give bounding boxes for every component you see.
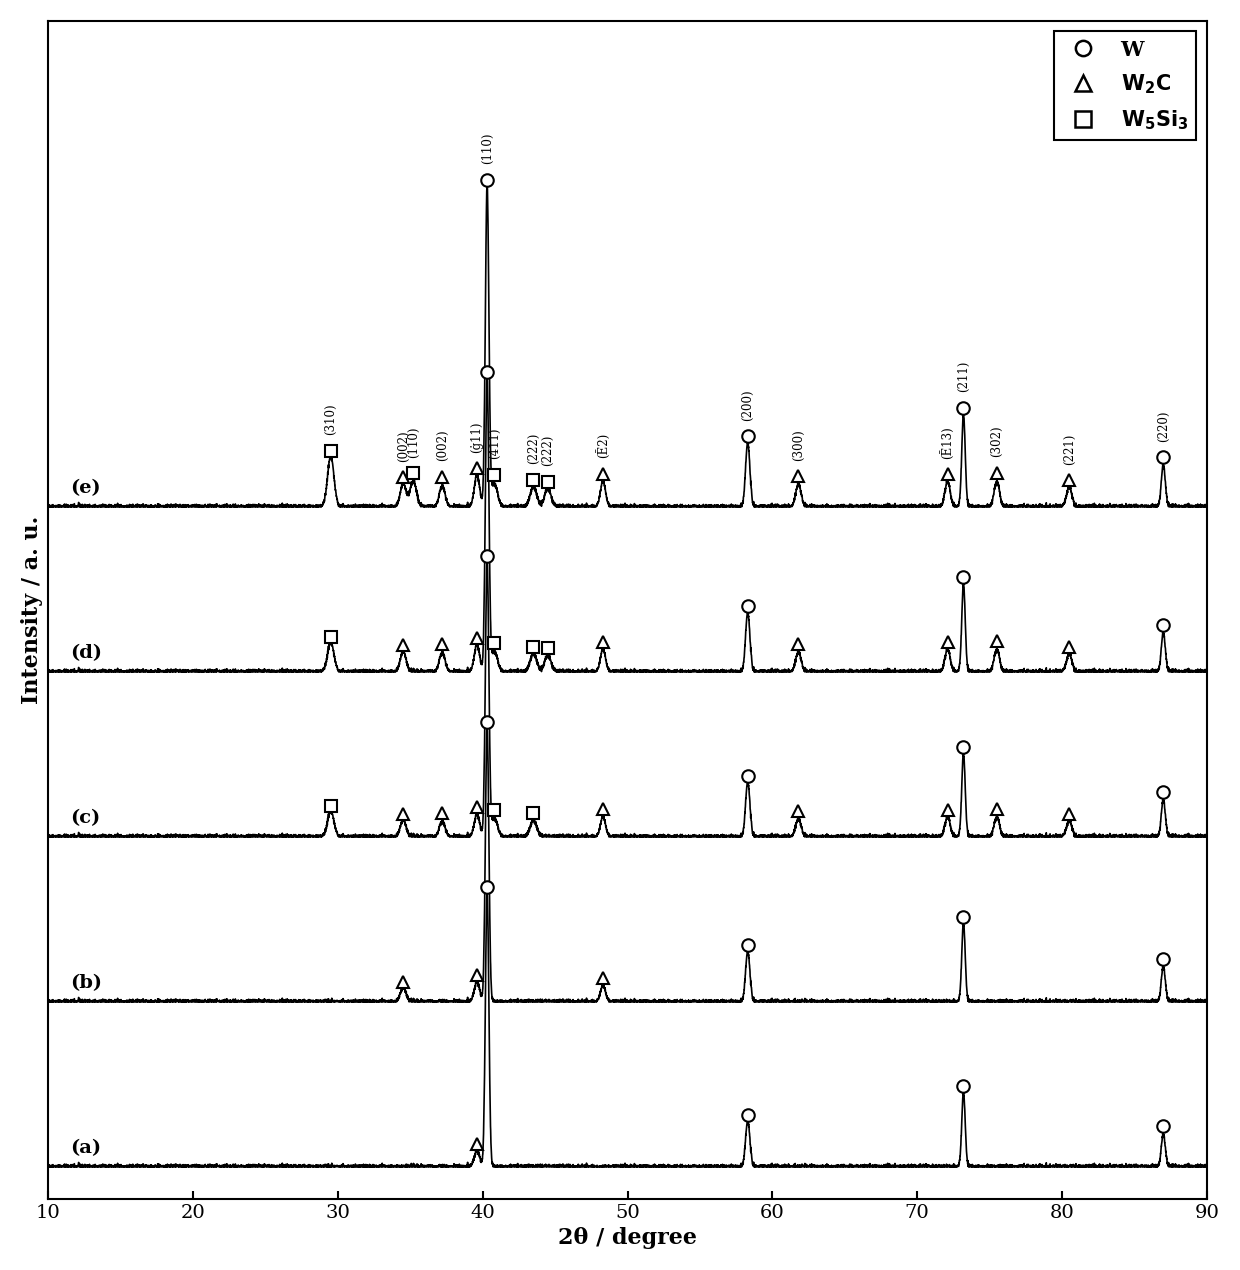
Text: (411): (411) [487, 428, 501, 460]
Text: (222): (222) [527, 433, 539, 464]
Legend: W, $\mathbf{W_2C}$, $\mathbf{W_5Si_3}$: W, $\mathbf{W_2C}$, $\mathbf{W_5Si_3}$ [1054, 32, 1197, 140]
Y-axis label: Intensity / a. u.: Intensity / a. u. [21, 516, 43, 704]
Text: (002): (002) [397, 431, 409, 462]
Text: (220): (220) [1157, 410, 1169, 442]
X-axis label: 2θ / degree: 2θ / degree [558, 1227, 697, 1250]
Text: (a): (a) [71, 1139, 102, 1157]
Text: (ġ11): (ġ11) [470, 422, 484, 452]
Text: (d): (d) [71, 644, 102, 663]
Text: (310): (310) [324, 404, 337, 436]
Text: (221): (221) [1063, 433, 1075, 465]
Text: (300): (300) [792, 429, 805, 461]
Text: (e): (e) [71, 480, 100, 498]
Text: (211): (211) [957, 361, 970, 392]
Text: (c): (c) [71, 809, 100, 828]
Text: (110): (110) [407, 427, 420, 458]
Text: (b): (b) [71, 974, 102, 992]
Text: (002): (002) [435, 429, 449, 461]
Text: (200): (200) [742, 389, 754, 420]
Text: (110): (110) [481, 132, 494, 164]
Text: (302): (302) [991, 425, 1003, 457]
Text: (Ē13): (Ē13) [941, 425, 955, 458]
Text: (Ē2): (Ē2) [596, 433, 610, 458]
Text: (222): (222) [542, 434, 554, 466]
